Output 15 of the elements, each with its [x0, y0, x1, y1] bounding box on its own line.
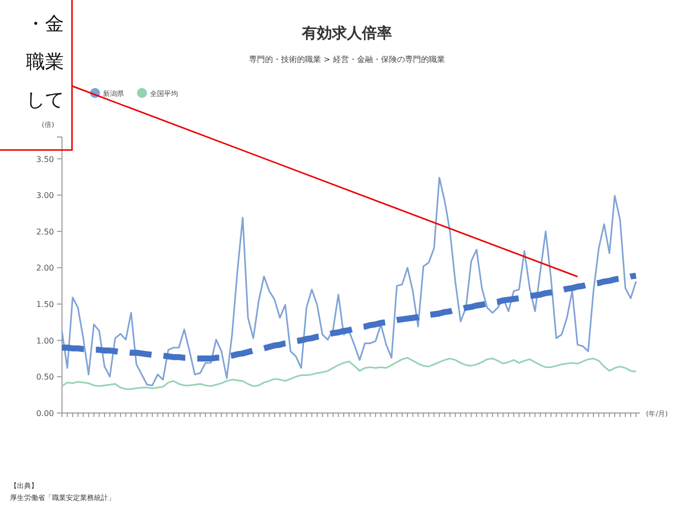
- text: ・金: [26, 13, 64, 35]
- chart-title: 有効求人倍率: [301, 24, 392, 42]
- y-tick-label: 1.00: [36, 336, 54, 346]
- text: して: [26, 89, 64, 111]
- y-tick-label: 2.00: [36, 264, 54, 273]
- y-tick-label: 3.50: [36, 154, 54, 164]
- y-tick-label: 2.50: [36, 227, 54, 236]
- line-series: [61, 176, 637, 386]
- y-tick-label: 0.00: [36, 409, 54, 418]
- y-tick-label: 0.50: [36, 372, 54, 382]
- y-tick-label: 3.00: [36, 191, 54, 200]
- text: 職業: [26, 51, 64, 73]
- chart-subtitle: 専門的・技術的職業 > 経営・金融・保険の専門的職業: [249, 55, 445, 64]
- y-tick-label: 1.50: [36, 300, 54, 310]
- line-series: [61, 357, 637, 390]
